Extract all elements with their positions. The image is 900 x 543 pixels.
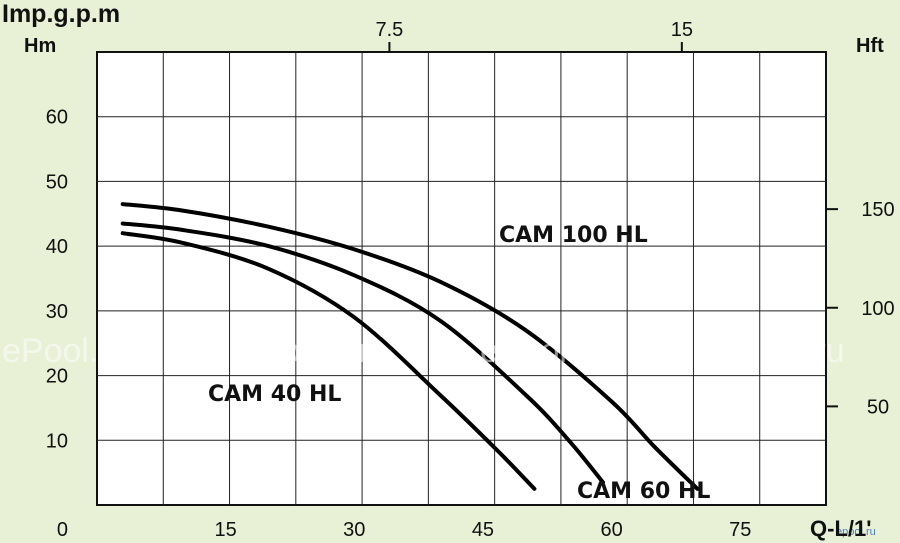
top-axis-unit: Imp.g.p.m — [2, 0, 120, 28]
watermark-text: ePool.ru — [2, 332, 129, 370]
top-axis-ticks: 7.5 15 — [376, 19, 693, 52]
bottom-tick-label: 0 — [57, 519, 68, 541]
series-curves — [120, 202, 700, 491]
plot-frame — [96, 51, 827, 506]
series-label-cam-100-hl: CAM 100 HL — [499, 223, 648, 248]
bottom-axis-ticks: 0 15 30 45 60 75 — [57, 519, 751, 541]
bottom-tick-label: 15 — [215, 519, 237, 541]
right-tick-label: 100 — [861, 298, 894, 320]
left-axis-unit: Hm — [24, 35, 56, 57]
watermark-text: ePool.ru — [718, 332, 845, 370]
watermark-small-text: epool.ru — [836, 526, 876, 538]
bottom-tick-label: 60 — [600, 519, 622, 541]
bottom-axis-unit: Q-L/1' — [810, 516, 871, 541]
right-tick-label: 50 — [867, 396, 889, 418]
series-line-cam-100-hl — [120, 202, 700, 491]
left-tick-label: 10 — [46, 430, 68, 452]
left-tick-label: 50 — [46, 171, 68, 193]
series-label-cam-40-hl: CAM 40 HL — [208, 382, 341, 407]
series-line-cam-60-hl — [120, 221, 605, 485]
left-tick-label: 30 — [46, 301, 68, 323]
series-label-cam-60-hl: CAM 60 HL — [577, 479, 710, 504]
watermark-text: ePool.ru — [480, 332, 607, 370]
bottom-tick-label: 30 — [343, 519, 365, 541]
top-tick-label: 15 — [671, 19, 693, 41]
left-tick-label: 40 — [46, 236, 68, 258]
left-tick-label: 20 — [46, 366, 68, 388]
series-line-cam-40-hl — [120, 231, 537, 491]
right-tick-label: 150 — [861, 199, 894, 221]
grid — [96, 51, 827, 506]
watermark-text: ePool.ru — [240, 332, 367, 370]
bottom-tick-label: 75 — [729, 519, 751, 541]
top-tick-label: 7.5 — [376, 19, 404, 41]
watermarks: ePool.ru ePool.ru ePool.ru ePool.ru epool.ru — [2, 332, 876, 538]
right-axis-ticks: 50 100 150 — [826, 199, 895, 418]
right-axis-unit: Hft — [856, 35, 884, 57]
bottom-tick-label: 45 — [472, 519, 494, 541]
left-axis-ticks: 10 20 30 40 50 60 — [46, 107, 68, 453]
left-tick-label: 60 — [46, 107, 68, 129]
